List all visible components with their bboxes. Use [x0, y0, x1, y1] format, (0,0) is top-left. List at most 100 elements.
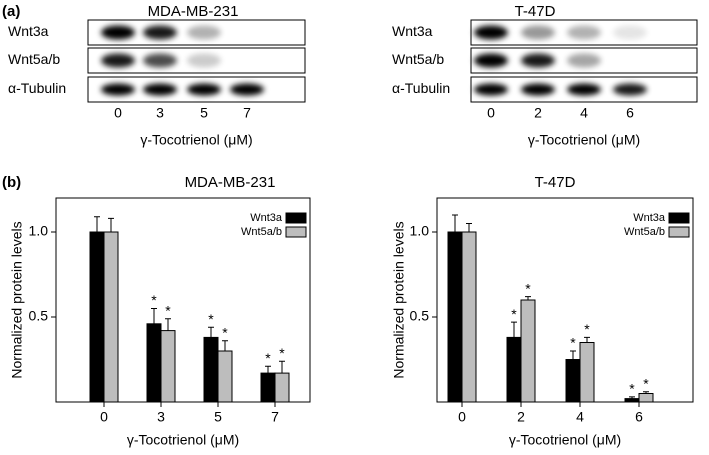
error-bar [570, 350, 576, 360]
bar [146, 323, 162, 403]
x-tick-label: 3 [157, 409, 165, 425]
legend-label: Wnt3a [633, 212, 666, 224]
blot-band [101, 83, 135, 96]
x-axis-label: γ-Tocotrienol (μM) [127, 432, 239, 448]
plot-frame [55, 197, 311, 403]
x-tick-label: 7 [271, 409, 279, 425]
significance-marker: * [629, 381, 635, 397]
blot-band [567, 53, 601, 68]
significance-marker: * [208, 311, 214, 327]
y-axis-label: Normalized protein levels [9, 221, 25, 378]
significance-marker: * [165, 302, 171, 318]
x-tick-label: 0 [100, 409, 108, 425]
blot-band [101, 53, 135, 68]
blot-x-label: γ-Tocotrienol (μM) [528, 132, 640, 148]
blot-band [474, 53, 508, 68]
error-bar [584, 336, 590, 343]
error-bar [629, 396, 635, 399]
lane-label: 7 [243, 105, 251, 121]
bar [461, 231, 477, 403]
plot-frame [436, 197, 694, 403]
blot-row-label: Wnt3a [8, 23, 49, 39]
error-bar [511, 321, 517, 338]
bar [203, 336, 219, 403]
bar [160, 330, 176, 403]
bar [103, 231, 119, 403]
blot-row-label: α-Tubulin [392, 80, 450, 96]
error-bar [165, 318, 171, 331]
y-tick-label: 0.5 [410, 308, 430, 324]
blot-band [143, 25, 177, 40]
significance-marker: * [525, 280, 531, 296]
lane-label: 5 [200, 105, 208, 121]
bar [565, 359, 581, 403]
error-bar [222, 340, 228, 351]
lane-label: 0 [487, 105, 495, 121]
panel-label: (b) [2, 174, 21, 191]
blot-band [143, 83, 177, 96]
y-tick-label: 1.0 [29, 223, 49, 239]
chart-title: T-47D [535, 174, 576, 191]
error-bar [208, 326, 214, 338]
legend-label: Wnt5a/b [241, 226, 282, 238]
blot-band [567, 25, 601, 40]
significance-marker: * [643, 376, 649, 392]
lane-label: 0 [114, 105, 122, 121]
blot-x-label: γ-Tocotrienol (μM) [140, 132, 252, 148]
lane-label: 3 [156, 105, 164, 121]
bar [506, 336, 522, 403]
significance-marker: * [265, 350, 271, 366]
legend-swatch [668, 226, 690, 238]
blot-title: T-47D [515, 3, 556, 20]
error-bar [151, 308, 157, 324]
error-bar [108, 217, 114, 232]
blot-band [567, 83, 601, 96]
significance-marker: * [151, 292, 157, 308]
blot-row-label: Wnt5a/b [392, 51, 444, 67]
x-tick-label: 5 [214, 409, 222, 425]
blot-title: MDA-MB-231 [148, 3, 239, 20]
bar [638, 393, 654, 403]
bar [624, 398, 640, 403]
blot-row-label: Wnt3a [392, 23, 433, 39]
panel-label: (a) [2, 3, 20, 20]
x-tick-label: 0 [458, 409, 466, 425]
legend-label: Wnt3a [250, 212, 283, 224]
lane-label: 6 [626, 105, 634, 121]
significance-marker: * [222, 325, 228, 341]
legend-label: Wnt5a/b [624, 226, 665, 238]
chart-title: MDA-MB-231 [185, 174, 276, 191]
blot-row-label: α-Tubulin [8, 80, 66, 96]
legend-swatch [668, 212, 690, 224]
blot-band [187, 83, 221, 96]
error-bar [94, 216, 100, 232]
blot-band [230, 83, 264, 96]
significance-marker: * [511, 306, 517, 322]
blot-band [521, 53, 555, 68]
lane-label: 4 [580, 105, 588, 121]
blot-row-label: Wnt5a/b [8, 51, 60, 67]
bar [217, 350, 233, 403]
blot-band [474, 25, 508, 40]
x-tick-label: 2 [517, 409, 525, 425]
blot-band [613, 25, 647, 40]
y-tick-label: 1.0 [410, 223, 430, 239]
x-axis-label: γ-Tocotrienol (μM) [509, 432, 621, 448]
x-tick-label: 6 [635, 409, 643, 425]
bar [89, 231, 105, 403]
error-bar [452, 214, 458, 232]
legend-swatch [285, 212, 307, 224]
bar [274, 372, 290, 403]
blot-band [521, 83, 555, 96]
legend-swatch [285, 226, 307, 238]
bar [520, 299, 536, 403]
error-bar [643, 391, 649, 394]
lane-label: 2 [534, 105, 542, 121]
error-bar [466, 223, 472, 232]
blot-band [143, 53, 177, 68]
blot-band [613, 83, 647, 96]
blot-band [474, 83, 508, 96]
x-tick-label: 4 [576, 409, 584, 425]
